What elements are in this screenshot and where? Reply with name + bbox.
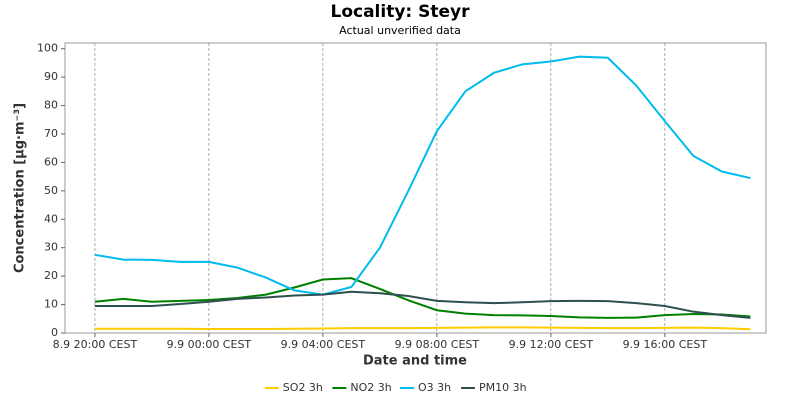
y-tick-label: 90 [44,70,58,83]
y-tick-label: 0 [51,326,58,339]
data-line [94,326,751,331]
x-tick-label: 9.9 16:00 CEST [623,338,708,351]
legend-label: SO2 3h [283,381,323,394]
y-tick-label: 100 [37,42,58,55]
y-tick-label: 80 [44,99,58,112]
y-tick-label: 30 [44,241,58,254]
y-tick-label: 10 [44,298,58,311]
y-tick-label: 50 [44,184,58,197]
data-line [94,55,751,296]
y-tick-label: 40 [44,212,58,225]
chart-title: Locality: Steyr [330,2,470,22]
plot-area [64,42,767,334]
x-axis-label: Date and time [363,354,467,369]
x-tick-label: 9.9 00:00 CEST [167,338,252,351]
data-line [94,290,751,319]
x-tick-label: 9.9 12:00 CEST [509,338,594,351]
x-tick-label: 8.9 20:00 CEST [53,338,138,351]
y-tick-label: 70 [44,127,58,140]
y-tick-label: 60 [44,155,58,168]
legend-label: NO2 3h [350,381,391,394]
y-axis-label: Concentration [µg·m⁻³] [13,103,28,273]
x-tick-label: 9.9 04:00 CEST [281,338,366,351]
y-tick-label: 20 [44,269,58,282]
x-tick-label: 9.9 08:00 CEST [395,338,480,351]
chart-subtitle: Actual unverified data [339,24,461,37]
legend-label: O3 3h [418,381,451,394]
legend-label: PM10 3h [479,381,527,394]
data-line [94,277,751,319]
